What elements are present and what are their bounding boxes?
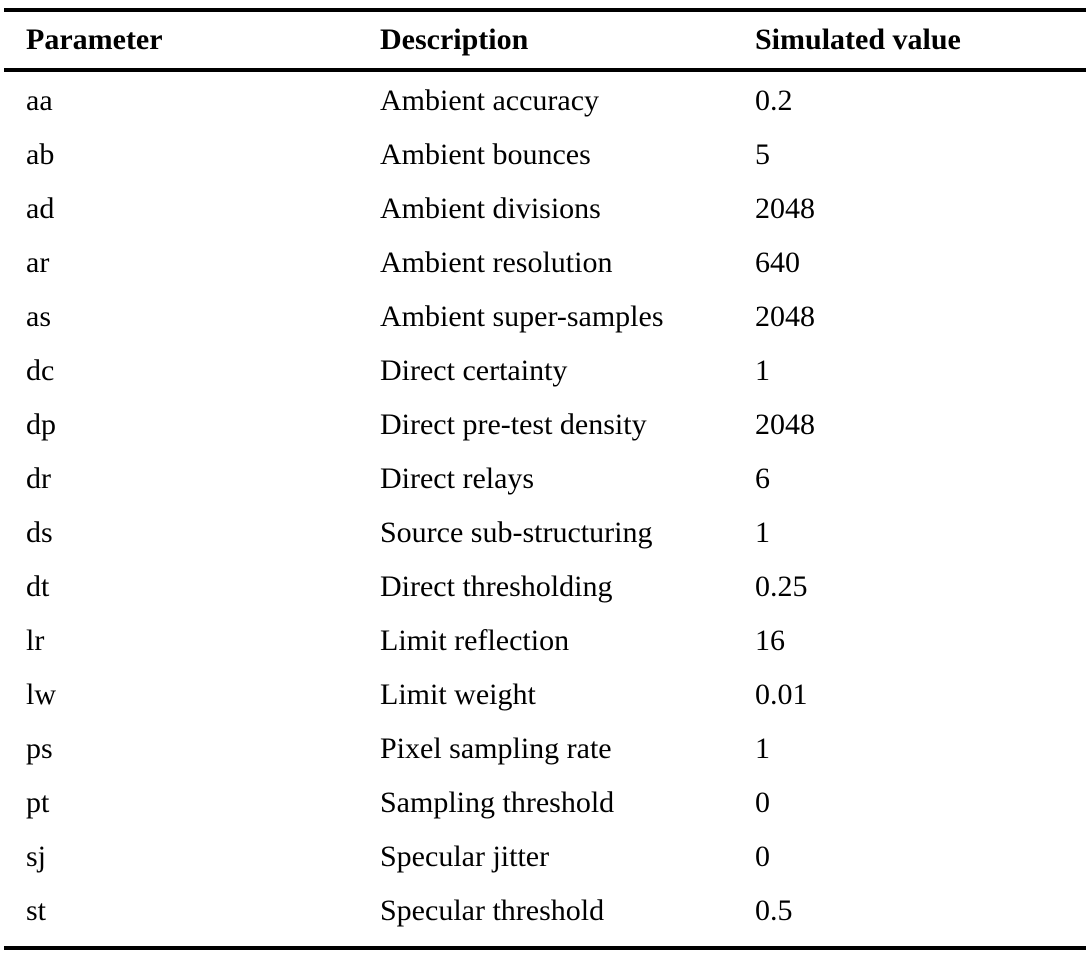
cell-parameter: ar [26, 246, 50, 279]
cell-parameter: ad [26, 192, 55, 225]
cell-description: Ambient accuracy [380, 84, 600, 117]
cell-simulated-value: 640 [755, 246, 800, 279]
parameter-table: Parameter Description Simulated value aa… [4, 8, 1086, 950]
cell-description: Pixel sampling rate [380, 732, 612, 765]
cell-description: Limit weight [380, 678, 536, 711]
cell-simulated-value: 2048 [755, 300, 815, 333]
cell-description: Direct certainty [380, 354, 568, 387]
cell-description: Ambient resolution [380, 246, 613, 279]
cell-simulated-value: 2048 [755, 408, 815, 441]
table-row: st Specular threshold 0.5 [4, 884, 1086, 938]
table-row: ad Ambient divisions 2048 [4, 182, 1086, 236]
table-row: dr Direct relays 6 [4, 452, 1086, 506]
table-row: lw Limit weight 0.01 [4, 668, 1086, 722]
cell-parameter: as [26, 300, 51, 333]
cell-parameter: dp [26, 408, 56, 441]
table-row: ds Source sub-structuring 1 [4, 506, 1086, 560]
cell-simulated-value: 1 [755, 732, 770, 765]
table-row: pt Sampling threshold 0 [4, 776, 1086, 830]
cell-simulated-value: 5 [755, 138, 770, 171]
table-bottom-rule [4, 946, 1086, 950]
cell-parameter: dt [26, 570, 50, 603]
header-parameter: Parameter [26, 23, 163, 56]
table-row: ab Ambient bounces 5 [4, 128, 1086, 182]
cell-simulated-value: 0 [755, 786, 770, 819]
cell-simulated-value: 1 [755, 354, 770, 387]
cell-description: Ambient divisions [380, 192, 601, 225]
table-row: ar Ambient resolution 640 [4, 236, 1086, 290]
table-row: dp Direct pre-test density 2048 [4, 398, 1086, 452]
cell-description: Sampling threshold [380, 786, 615, 819]
table-row: ps Pixel sampling rate 1 [4, 722, 1086, 776]
cell-simulated-value: 6 [755, 462, 770, 495]
header-description: Description [380, 23, 529, 56]
cell-simulated-value: 0.01 [755, 678, 808, 711]
cell-description: Source sub-structuring [380, 516, 653, 549]
cell-simulated-value: 0.5 [755, 894, 793, 927]
table-row: dc Direct certainty 1 [4, 344, 1086, 398]
cell-simulated-value: 16 [755, 624, 785, 657]
cell-description: Direct relays [380, 462, 535, 495]
cell-description: Limit reflection [380, 624, 570, 657]
cell-parameter: lw [26, 678, 56, 711]
table-top-rule [4, 8, 1086, 12]
cell-description: Specular threshold [380, 894, 605, 927]
cell-parameter: pt [26, 786, 50, 819]
cell-simulated-value: 1 [755, 516, 770, 549]
cell-description: Specular jitter [380, 840, 550, 873]
table-row: dt Direct thresholding 0.25 [4, 560, 1086, 614]
cell-parameter: dr [26, 462, 51, 495]
cell-description: Direct pre-test density [380, 408, 647, 441]
table-body: aa Ambient accuracy 0.2 ab Ambient bounces 5 a… [4, 72, 1086, 946]
cell-parameter: st [26, 894, 47, 927]
cell-simulated-value: 2048 [755, 192, 815, 225]
table-row: as Ambient super-samples 2048 [4, 290, 1086, 344]
table-header-row: Parameter Description Simulated value [4, 12, 1086, 68]
cell-simulated-value: 0.25 [755, 570, 808, 603]
cell-parameter: ds [26, 516, 53, 549]
cell-parameter: sj [26, 840, 47, 873]
cell-simulated-value: 0.2 [755, 84, 793, 117]
cell-description: Ambient bounces [380, 138, 591, 171]
table-row: sj Specular jitter 0 [4, 830, 1086, 884]
cell-parameter: aa [26, 84, 53, 117]
table-row: aa Ambient accuracy 0.2 [4, 74, 1086, 128]
cell-parameter: ab [26, 138, 55, 171]
cell-simulated-value: 0 [755, 840, 770, 873]
cell-description: Direct thresholding [380, 570, 613, 603]
header-simulated-value: Simulated value [755, 23, 961, 56]
cell-description: Ambient super-samples [380, 300, 664, 333]
table-header-rule [4, 68, 1086, 72]
cell-parameter: dc [26, 354, 55, 387]
table-row: lr Limit reflection 16 [4, 614, 1086, 668]
cell-parameter: lr [26, 624, 45, 657]
cell-parameter: ps [26, 732, 53, 765]
